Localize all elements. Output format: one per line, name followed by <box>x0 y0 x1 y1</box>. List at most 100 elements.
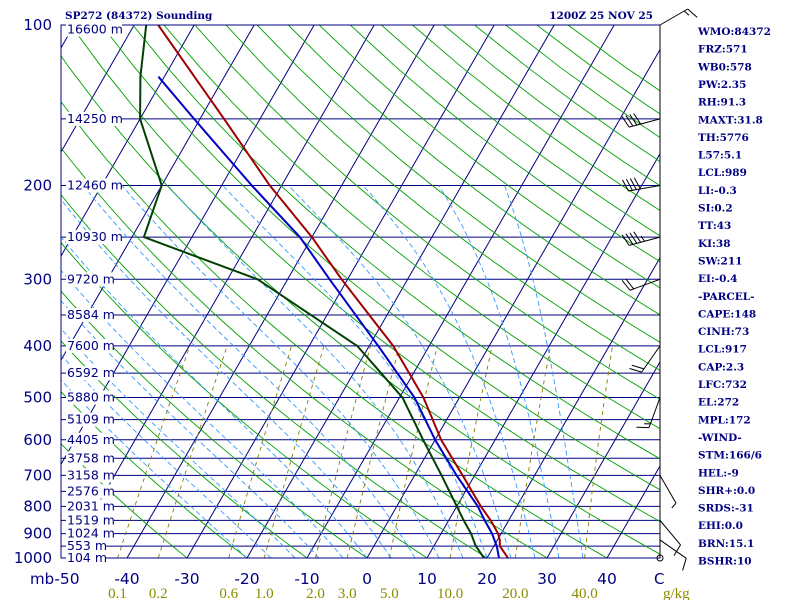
dry-adiabat <box>287 25 660 316</box>
height-label: 4405 m <box>67 432 115 447</box>
isotherm <box>61 25 255 362</box>
wind-barb-flag <box>629 178 637 190</box>
wind-barb-staff <box>659 520 681 546</box>
wind-barb-flag <box>633 113 642 125</box>
height-label: 12460 m <box>67 177 123 192</box>
height-label-bg <box>66 366 114 381</box>
index-value: -WIND- <box>698 432 742 444</box>
station-title: SP272 (84372) Sounding <box>65 10 213 22</box>
profile-layer <box>139 25 509 558</box>
wind-barb <box>659 520 681 556</box>
index-value: BSHR:10 <box>698 556 752 568</box>
index-value: EHI:0.0 <box>698 520 743 532</box>
wind-barb-staff <box>641 345 661 373</box>
index-value: KI:38 <box>698 238 731 250</box>
temperature-tick-label: 10 <box>417 570 437 588</box>
moist-adiabat <box>61 379 248 558</box>
mixing-ratio-line <box>315 345 372 558</box>
dry-adiabat <box>132 25 660 460</box>
height-label-bg <box>66 338 114 353</box>
wind-barb-staff <box>659 539 687 559</box>
dry-adiabat <box>61 55 660 555</box>
parcel-profile <box>157 76 500 558</box>
mixing-ratio-label: 2.0 <box>306 586 325 600</box>
height-label: 6592 m <box>67 365 115 380</box>
height-label: 16600 m <box>67 22 123 37</box>
mixing-ratio-line <box>117 345 191 558</box>
dry-adiabat <box>61 241 428 558</box>
mixing-ratio-line <box>388 345 438 558</box>
mixing-ratio-label: 10.0 <box>437 586 463 600</box>
isotherm <box>61 25 195 258</box>
height-label: 1024 m <box>67 526 115 541</box>
height-label-bg <box>66 272 114 287</box>
temperature-tick-label: -50 <box>54 570 79 588</box>
moist-adiabat <box>121 185 440 558</box>
wind-barb-flag <box>687 8 698 18</box>
mixing-ratio-line <box>584 345 613 558</box>
height-label: 5109 m <box>67 412 115 427</box>
dry-adiabat <box>225 25 660 371</box>
index-value: SHR+:0.0 <box>698 485 755 497</box>
moist-adiabat <box>61 198 392 558</box>
height-label: 7600 m <box>67 338 115 353</box>
height-label-bg <box>66 484 114 499</box>
pressure-tick-label: 200 <box>23 176 52 194</box>
isotherm <box>306 25 615 558</box>
pressure-unit-label: mb <box>30 570 54 588</box>
pressure-tick-label: 900 <box>23 525 52 543</box>
wind-barb-half-flag <box>671 502 677 509</box>
dry-adiabat <box>163 25 660 430</box>
height-label: 3758 m <box>67 450 115 465</box>
isotherm <box>606 465 660 558</box>
mixing-ratio-label: 0.6 <box>219 586 238 600</box>
height-label-bg <box>66 513 114 528</box>
dry-adiabat <box>61 147 548 558</box>
index-value: WB0:578 <box>697 61 752 73</box>
moist-adiabat <box>167 185 464 558</box>
mixing-ratio-line <box>263 345 325 558</box>
index-value: RH:91.3 <box>698 97 746 109</box>
wind-barb-calm <box>656 554 664 562</box>
wind-barb-flag <box>625 178 633 191</box>
height-label: 553 m <box>67 538 107 553</box>
dry-adiabat <box>318 25 660 289</box>
wind-barb-flag <box>629 114 638 126</box>
wind-barb <box>659 475 677 509</box>
mixing-ratio-label: 40.0 <box>572 586 598 600</box>
mixing-ratio-line <box>157 345 228 558</box>
height-label: 2031 m <box>67 498 115 513</box>
dry-adiabat <box>70 25 660 523</box>
height-label: 8584 m <box>67 307 115 322</box>
mixing-ratio-label: 0.2 <box>149 586 168 600</box>
height-label: 14250 m <box>67 111 123 126</box>
index-value: WMO:84372 <box>697 26 771 38</box>
pressure-tick-label: 400 <box>23 337 52 355</box>
height-label-bg <box>66 412 114 427</box>
wind-barb-staff <box>659 475 677 504</box>
pressure-tick-label: 500 <box>23 389 52 407</box>
wind-barb-flag <box>682 558 687 571</box>
dry-adiabat <box>61 101 608 558</box>
dry-adiabat <box>349 25 660 263</box>
height-label-bg <box>66 390 114 405</box>
moist-adiabat <box>362 185 536 558</box>
isotherm <box>61 25 315 466</box>
wind-barb <box>629 345 661 373</box>
isotherm <box>246 25 555 558</box>
wind-barb-half-flag <box>683 10 690 16</box>
index-value: TT:43 <box>698 220 731 232</box>
indices-panel: WMO:84372 FRZ:571 WB0:578 PW:2.35 RH:91.3 MAX… <box>697 26 771 568</box>
height-label-bg <box>66 539 106 554</box>
height-label-bg <box>66 307 114 322</box>
wind-barb <box>621 231 661 246</box>
mixing-ratio-label: 5.0 <box>380 586 399 600</box>
wind-barb-staff <box>628 118 661 128</box>
wind-barb <box>622 177 661 192</box>
index-value: PW:2.35 <box>698 79 746 91</box>
wind-barb-staff <box>659 8 688 26</box>
wind-barb-staff <box>648 397 661 428</box>
height-label-bg <box>66 22 122 37</box>
